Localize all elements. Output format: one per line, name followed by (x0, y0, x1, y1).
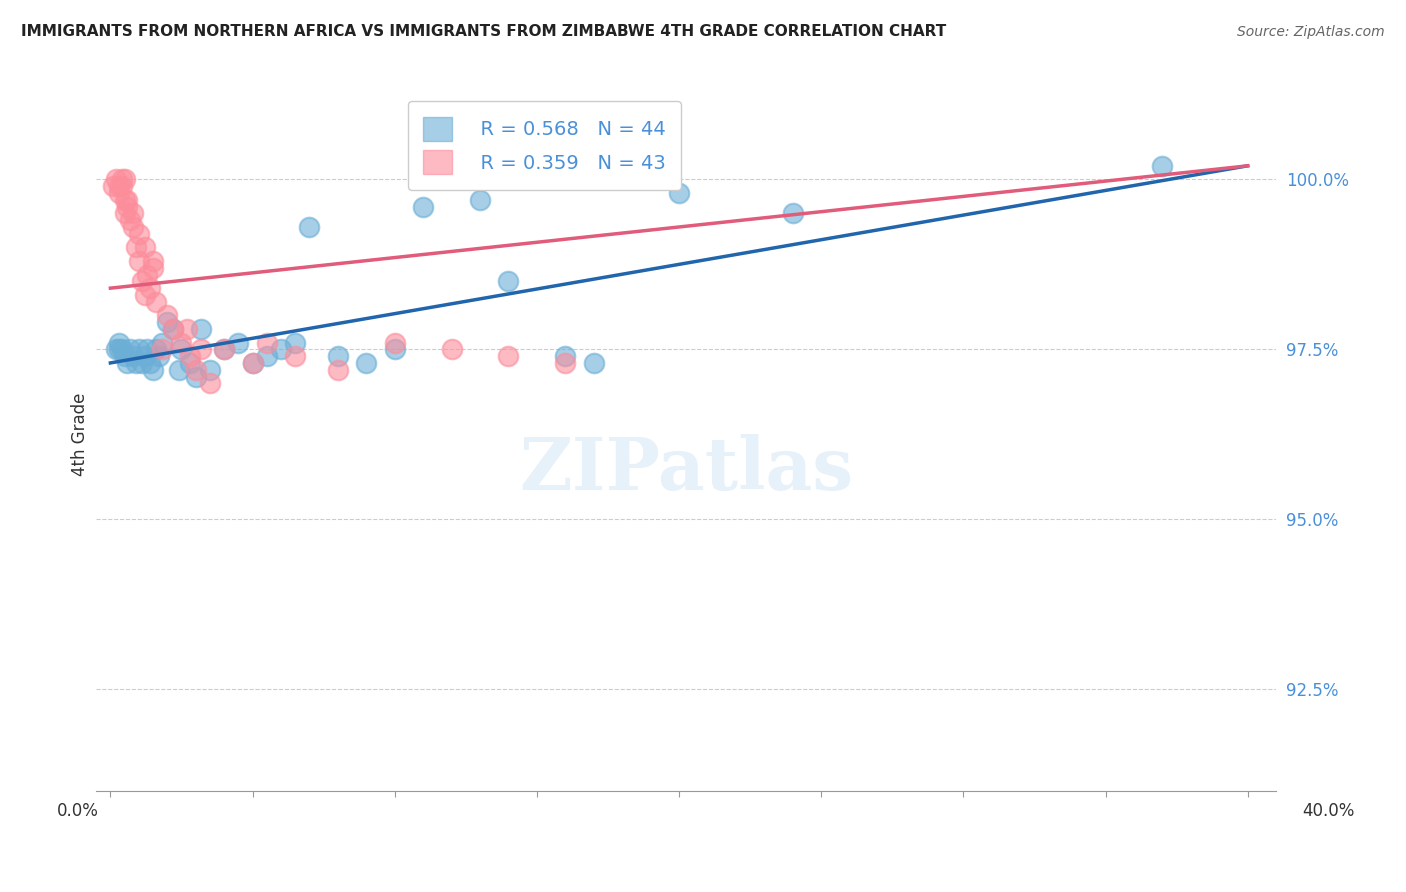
Point (326, 349, 349, 363)
Point (170, 335, 193, 350)
Point (150, 335, 173, 350)
Point (554, 356, 576, 370)
Point (356, 356, 378, 370)
Point (125, 356, 148, 370)
Point (142, 362, 165, 376)
Point (128, 254, 150, 268)
Point (114, 193, 136, 207)
Text: Source: ZipAtlas.com: Source: ZipAtlas.com (1237, 25, 1385, 38)
Point (167, 362, 190, 376)
Point (108, 335, 131, 350)
Point (190, 343, 212, 357)
Text: 0.0%: 0.0% (56, 802, 98, 820)
Point (228, 335, 250, 350)
Point (114, 349, 136, 363)
Point (156, 309, 179, 323)
Text: IMMIGRANTS FROM NORTHERN AFRICA VS IMMIGRANTS FROM ZIMBABWE 4TH GRADE CORRELATIO: IMMIGRANTS FROM NORTHERN AFRICA VS IMMIG… (21, 24, 946, 38)
Point (105, 172, 128, 186)
Point (179, 349, 201, 363)
Point (284, 335, 307, 350)
Point (134, 240, 156, 254)
Point (120, 213, 142, 227)
Point (176, 322, 198, 336)
Point (190, 322, 212, 336)
Point (114, 206, 136, 220)
Point (150, 343, 173, 357)
Point (120, 343, 142, 357)
Point (134, 349, 156, 363)
Point (170, 343, 193, 357)
Point (156, 315, 179, 329)
Point (122, 206, 145, 220)
Point (212, 343, 235, 357)
Point (184, 362, 207, 376)
Point (131, 356, 153, 370)
Point (782, 206, 804, 220)
Point (242, 356, 264, 370)
Point (554, 349, 576, 363)
Point (131, 274, 153, 288)
Point (122, 219, 145, 234)
Point (498, 349, 520, 363)
Point (668, 186, 690, 200)
Y-axis label: 4th Grade: 4th Grade (72, 392, 89, 476)
Point (198, 362, 221, 376)
Point (148, 349, 170, 363)
Point (198, 376, 221, 391)
Legend:   R = 0.568   N = 44,   R = 0.359   N = 43: R = 0.568 N = 44, R = 0.359 N = 43 (408, 102, 682, 190)
Point (162, 322, 184, 336)
Point (111, 343, 134, 357)
Point (270, 343, 292, 357)
Point (256, 349, 278, 363)
Point (142, 254, 165, 268)
Point (145, 294, 167, 309)
Point (384, 335, 406, 350)
Point (128, 227, 150, 241)
Point (298, 219, 321, 234)
Text: ZIPatlas: ZIPatlas (519, 434, 853, 506)
Point (117, 200, 139, 214)
Point (122, 349, 145, 363)
Point (326, 362, 349, 376)
Point (139, 281, 162, 295)
Point (468, 193, 491, 207)
Point (179, 356, 201, 370)
Point (142, 260, 165, 275)
Point (111, 179, 134, 194)
Point (103, 179, 125, 194)
Point (498, 274, 520, 288)
Point (117, 356, 139, 370)
Point (440, 343, 463, 357)
Point (139, 356, 162, 370)
Point (1152, 159, 1174, 173)
Point (114, 172, 136, 186)
Point (117, 193, 139, 207)
Point (108, 179, 131, 194)
Point (105, 343, 128, 357)
Point (128, 343, 150, 357)
Point (284, 349, 307, 363)
Point (412, 200, 434, 214)
Point (184, 369, 207, 384)
Point (582, 356, 605, 370)
Point (145, 343, 167, 357)
Point (125, 240, 148, 254)
Point (111, 172, 134, 186)
Point (256, 335, 278, 350)
Point (242, 356, 264, 370)
Point (162, 322, 184, 336)
Point (212, 343, 235, 357)
Point (108, 186, 131, 200)
Point (384, 343, 406, 357)
Point (136, 343, 159, 357)
Point (108, 343, 131, 357)
Point (136, 268, 159, 282)
Text: 40.0%: 40.0% (1302, 802, 1355, 820)
Point (134, 288, 156, 302)
